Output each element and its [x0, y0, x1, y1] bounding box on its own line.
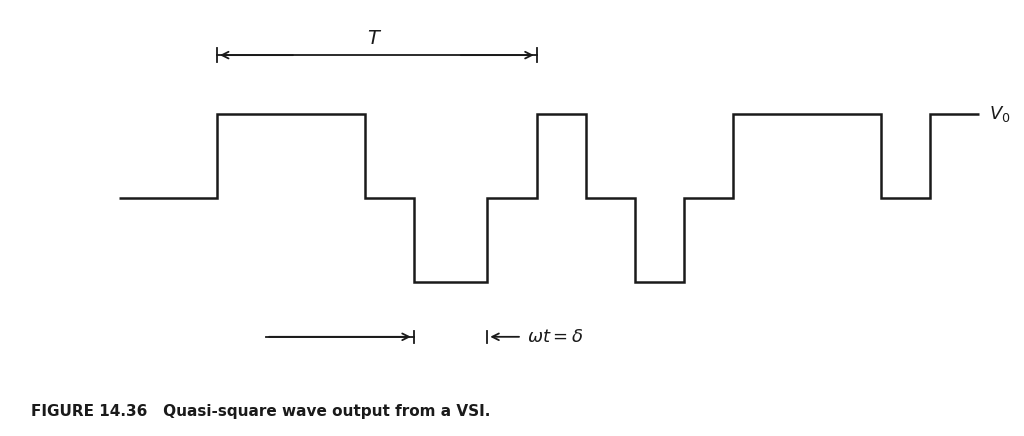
Text: $T$: $T$: [367, 29, 382, 48]
Text: $\omega t = \delta$: $\omega t = \delta$: [526, 328, 583, 346]
Text: FIGURE 14.36   Quasi-square wave output from a VSI.: FIGURE 14.36 Quasi-square wave output fr…: [31, 404, 490, 419]
Text: $V_0$: $V_0$: [989, 104, 1011, 124]
